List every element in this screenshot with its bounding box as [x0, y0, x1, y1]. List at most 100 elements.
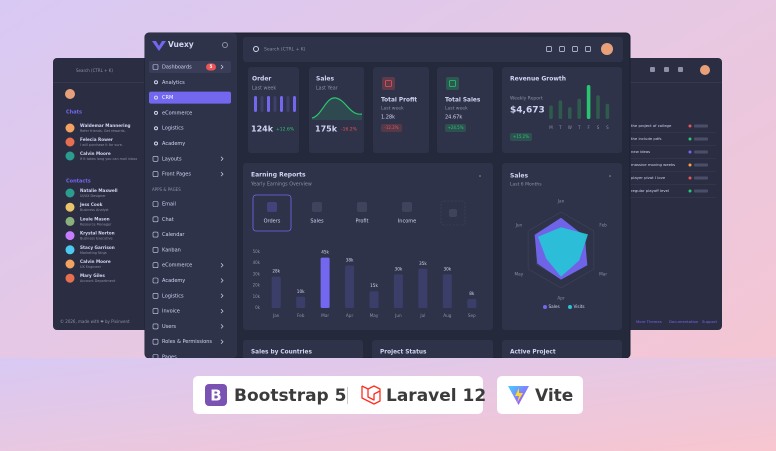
date	[694, 176, 708, 180]
menu-item[interactable]: Layouts	[162, 156, 182, 162]
badge	[206, 63, 216, 71]
x-tick-label: Mar	[321, 313, 329, 318]
chat-name[interactable]: Waldemar Mannering	[80, 123, 131, 128]
menu-item[interactable]: Front Pages	[162, 172, 191, 178]
menu-item[interactable]: Kanban	[162, 247, 181, 253]
card-value: 175k	[315, 125, 338, 134]
avatar	[601, 43, 613, 55]
menu-icon	[152, 277, 159, 284]
tab-label[interactable]: Profit	[355, 219, 368, 225]
menu-item[interactable]: Logistics	[162, 293, 184, 299]
axis-label: Feb	[599, 223, 607, 228]
topbar	[243, 37, 623, 62]
mail-subject: regular playoff level	[631, 188, 669, 193]
chevron	[220, 324, 224, 329]
tab-label[interactable]: Sales	[310, 219, 324, 225]
menu-item[interactable]: Email	[162, 202, 176, 208]
menu-item[interactable]: Calendar	[162, 232, 185, 238]
avatar	[65, 259, 75, 269]
contact-name[interactable]: Krystal Norton	[80, 231, 115, 236]
earning-bar	[271, 276, 281, 308]
date	[694, 189, 708, 193]
earning-bar	[369, 291, 379, 308]
divider	[612, 197, 716, 198]
revenue-bar	[577, 98, 581, 119]
card-subtitle: Last week	[252, 86, 276, 92]
contact-name[interactable]: Mary Giles	[80, 273, 105, 278]
revenue-bar	[558, 100, 563, 119]
legend-dot	[543, 305, 547, 309]
revenue-bar	[586, 85, 591, 119]
menu-item[interactable]: Dashboards	[162, 65, 192, 71]
day-label: T	[577, 125, 581, 130]
tab-label[interactable]: Income	[398, 219, 416, 225]
menu-item[interactable]: Chat	[162, 217, 174, 223]
icon	[222, 42, 228, 48]
x-tick-label: Sep	[468, 313, 476, 318]
earning-bar	[320, 257, 330, 308]
contact-name[interactable]: Calvin Moore	[80, 259, 111, 264]
menu-dots	[479, 175, 481, 177]
topbar-icon	[585, 46, 591, 52]
menu-icon	[152, 292, 159, 299]
value-label: 45k	[321, 250, 329, 255]
search-box[interactable]: Search (CTRL + K)	[264, 47, 306, 53]
avatar	[65, 216, 75, 226]
mail-subject: the include pdfs	[631, 136, 662, 141]
legend-label: Sales	[549, 304, 560, 309]
menu-item[interactable]: eCommerce	[162, 110, 192, 116]
menu-item[interactable]: Logistics	[162, 126, 184, 132]
change-pill	[445, 124, 466, 132]
status-dot	[688, 137, 692, 141]
y-tick-label: 0k	[255, 305, 261, 310]
sparkbar	[260, 96, 264, 112]
footer-link[interactable]: Support	[702, 319, 718, 324]
menu-item[interactable]: Analytics	[162, 80, 185, 86]
topbar-icon	[559, 46, 565, 52]
menu-bullet	[154, 80, 158, 85]
card	[309, 67, 364, 153]
earning-bar	[467, 299, 477, 308]
sparkline	[311, 97, 363, 119]
legend-label: Visits	[574, 304, 585, 309]
revenue-bar	[568, 107, 572, 119]
tab-icon	[312, 202, 322, 212]
menu-item[interactable]: Roles & Permissions	[162, 339, 212, 345]
y-tick-label: 30k	[253, 271, 261, 276]
footer-link[interactable]: Documentation	[669, 319, 699, 324]
chat-name[interactable]: Calvin Moore	[80, 151, 111, 156]
chat-message: If it takes long you can mail inbox	[80, 157, 137, 161]
chevron	[220, 156, 224, 162]
value-label: 30k	[443, 266, 451, 271]
card-title: Revenue Growth	[510, 76, 566, 83]
contact-role: UI/UX Designer	[80, 194, 106, 198]
laravel-logo	[361, 385, 381, 405]
contact-name[interactable]: Stacy Garrison	[80, 245, 115, 250]
tab-label[interactable]: Orders	[264, 219, 281, 225]
day-label: T	[558, 125, 562, 130]
avatar	[65, 151, 75, 161]
menu-item[interactable]: Academy	[162, 278, 185, 284]
menu-item[interactable]: Users	[162, 324, 176, 330]
card	[373, 67, 429, 153]
menu-item[interactable]: Pages	[162, 355, 177, 361]
menu-icon	[152, 247, 159, 253]
contact-name[interactable]: Jess Cook	[79, 202, 103, 207]
menu-item[interactable]: eCommerce	[162, 263, 192, 269]
menu-item[interactable]: Invoice	[162, 309, 180, 315]
footer-link[interactable]: More Themes	[636, 319, 662, 324]
earning-bar	[296, 296, 306, 308]
chat-name[interactable]: Felecia Rower	[80, 137, 114, 142]
menu-item[interactable]: Academy	[162, 141, 185, 147]
menu-item[interactable]: CRM	[162, 95, 173, 101]
topbar-icon	[546, 46, 552, 52]
x-tick-label: May	[370, 313, 379, 318]
status-dot	[688, 176, 692, 180]
contact-name[interactable]: Louie Mason	[80, 216, 110, 221]
divider	[53, 82, 163, 83]
contact-name[interactable]: Natalie Maxwell	[80, 188, 118, 193]
menu-icon	[152, 171, 159, 177]
axis-label: Mar	[599, 271, 607, 276]
tab-add-icon	[449, 209, 457, 217]
card-subtitle: Last week	[381, 106, 404, 112]
